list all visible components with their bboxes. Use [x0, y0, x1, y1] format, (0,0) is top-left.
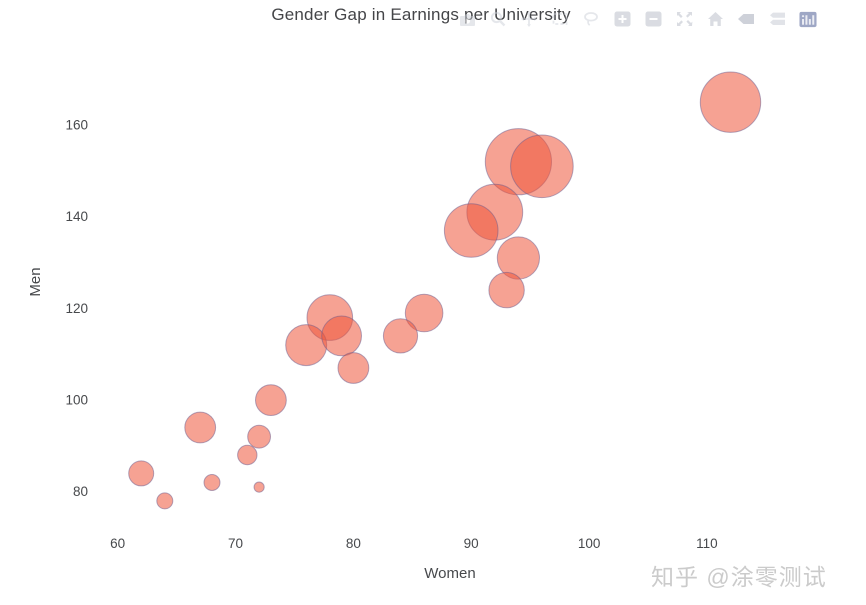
- bubble-marker[interactable]: [510, 134, 574, 199]
- y-axis-title: Men: [27, 267, 44, 296]
- home-icon[interactable]: [706, 10, 724, 28]
- bubble-marker[interactable]: [253, 481, 265, 493]
- chart-title: Gender Gap in Earnings per University: [271, 5, 571, 24]
- x-tick-label: 60: [110, 536, 125, 551]
- hover-closest-icon[interactable]: [737, 10, 755, 28]
- y-tick-label: 80: [73, 484, 88, 499]
- hover-compare-icon[interactable]: [768, 10, 786, 28]
- plotly-logo-icon[interactable]: [799, 10, 817, 28]
- zoom-out-icon[interactable]: [644, 10, 662, 28]
- bubble-marker[interactable]: [337, 352, 370, 384]
- zoom-icon[interactable]: [489, 10, 507, 28]
- bubble-marker[interactable]: [699, 71, 762, 133]
- camera-icon[interactable]: [458, 10, 476, 28]
- watermark-text: 知乎 @涂零测试: [651, 564, 827, 590]
- bubble-marker[interactable]: [382, 318, 419, 354]
- bubble-marker[interactable]: [184, 411, 217, 444]
- bubble-marker[interactable]: [488, 271, 525, 309]
- x-tick-label: 70: [228, 536, 243, 551]
- lasso-select-icon[interactable]: [582, 10, 600, 28]
- autoscale-icon[interactable]: [675, 10, 693, 28]
- x-tick-label: 90: [464, 536, 479, 551]
- bubble-marker[interactable]: [156, 492, 174, 510]
- bubble-marker[interactable]: [404, 293, 444, 333]
- modebar: [458, 10, 817, 28]
- y-tick-label: 140: [65, 209, 88, 224]
- bubble-marker[interactable]: [321, 315, 363, 357]
- bubble-marker[interactable]: [128, 460, 155, 487]
- bubble-marker[interactable]: [247, 424, 272, 449]
- y-tick-label: 120: [65, 301, 88, 316]
- x-tick-label: 80: [346, 536, 361, 551]
- bubble-marker[interactable]: [237, 444, 258, 466]
- x-tick-label: 110: [696, 536, 718, 551]
- pan-icon[interactable]: [520, 10, 538, 28]
- bubble-marker[interactable]: [203, 474, 221, 491]
- box-select-icon[interactable]: [551, 10, 569, 28]
- zoom-in-icon[interactable]: [613, 10, 631, 28]
- bubble-marker[interactable]: [443, 203, 499, 258]
- x-axis-title: Women: [424, 565, 475, 582]
- x-tick-label: 100: [578, 536, 601, 551]
- y-tick-label: 160: [65, 118, 88, 133]
- y-tick-label: 100: [65, 393, 88, 408]
- bubble-marker[interactable]: [285, 324, 328, 367]
- bubble-marker[interactable]: [255, 384, 287, 417]
